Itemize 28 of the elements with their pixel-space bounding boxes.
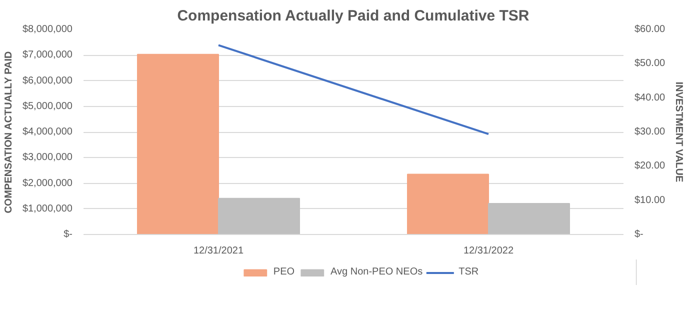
y2-tick-label: $-	[634, 229, 644, 240]
y-tick-label: $2,000,000	[22, 178, 73, 189]
y2-tick-label: $60.00	[634, 24, 666, 35]
bar	[488, 202, 570, 234]
bar	[407, 174, 489, 234]
y2-tick-label: $30.00	[634, 126, 666, 138]
y-tick-label: $4,000,000	[22, 126, 73, 138]
y-tick-label: $3,000,000	[22, 152, 73, 164]
y-tick-label: $6,000,000	[22, 75, 73, 86]
y2-tick-label: $10.00	[634, 194, 666, 206]
chart-title: Compensation Actually Paid and Cumulative TSR	[177, 8, 530, 24]
x-tick-label: 12/31/2021	[193, 246, 244, 256]
y2-tick-label: $20.00	[634, 160, 666, 172]
y-tick-label: $-	[64, 229, 73, 240]
y-axis-title: COMPENSATION ACTUALLY PAID	[3, 51, 14, 214]
legend-label: Avg Non-PEO NEOs	[330, 266, 423, 278]
y-tick-label: $7,000,000	[22, 50, 73, 61]
y-tick-label: $8,000,000	[22, 24, 73, 35]
legend-label: TSR	[458, 266, 479, 278]
y-tick-label: $1,000,000	[22, 203, 73, 214]
legend-label: PEO	[273, 266, 295, 278]
y-tick-label: $5,000,000	[22, 100, 73, 112]
y2-tick-label: $40.00	[634, 92, 666, 104]
bar	[218, 198, 300, 234]
y2-tick-label: $50.00	[634, 58, 666, 70]
x-tick-label: 12/31/2022	[463, 246, 514, 256]
y2-axis-title: INVESTMENT VALUE	[673, 82, 684, 183]
bar	[137, 54, 219, 234]
